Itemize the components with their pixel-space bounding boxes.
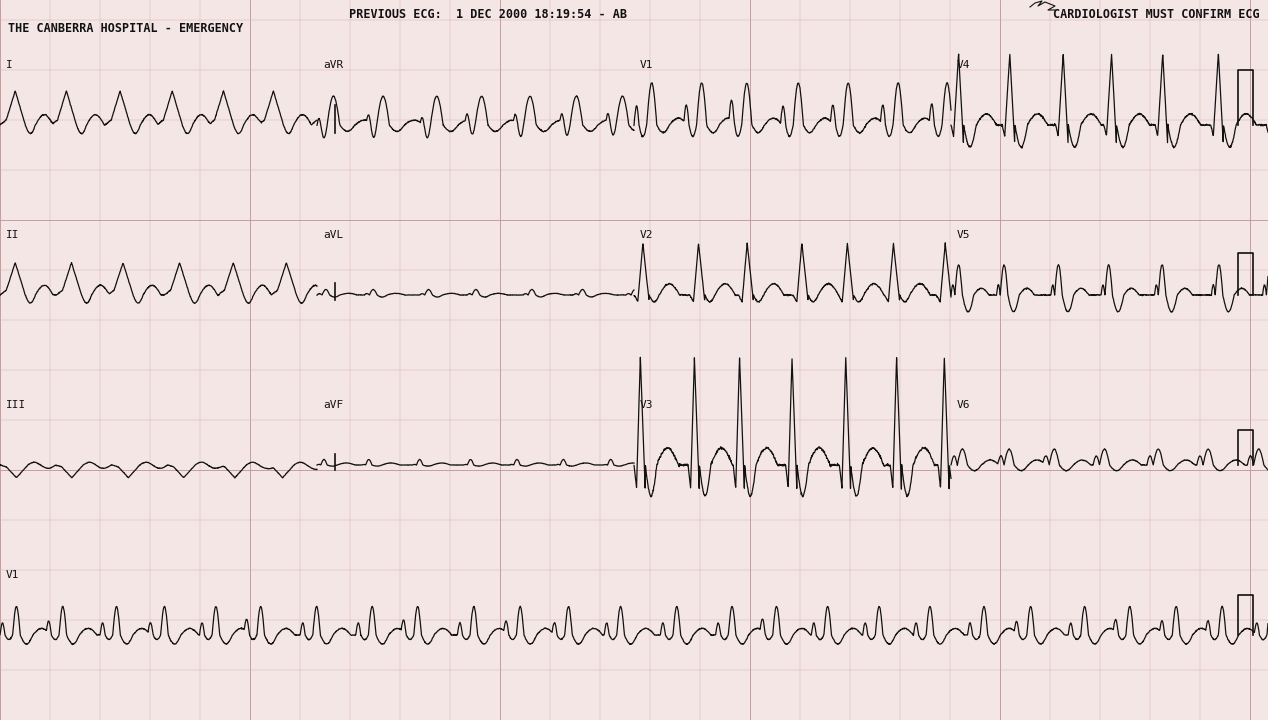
Text: aVR: aVR	[323, 60, 344, 70]
Text: V3: V3	[640, 400, 653, 410]
Text: V1: V1	[6, 570, 19, 580]
Text: CARDIOLOGIST MUST CONFIRM ECG: CARDIOLOGIST MUST CONFIRM ECG	[1054, 8, 1260, 21]
Text: II: II	[6, 230, 19, 240]
Text: V1: V1	[640, 60, 653, 70]
Text: III: III	[6, 400, 27, 410]
Text: aVF: aVF	[323, 400, 344, 410]
Text: V6: V6	[957, 400, 970, 410]
Text: V2: V2	[640, 230, 653, 240]
Text: V4: V4	[957, 60, 970, 70]
Text: THE CANBERRA HOSPITAL - EMERGENCY: THE CANBERRA HOSPITAL - EMERGENCY	[8, 22, 243, 35]
Text: V5: V5	[957, 230, 970, 240]
Text: aVL: aVL	[323, 230, 344, 240]
Text: I: I	[6, 60, 13, 70]
Text: PREVIOUS ECG:  1 DEC 2000 18:19:54 - AB: PREVIOUS ECG: 1 DEC 2000 18:19:54 - AB	[285, 8, 628, 21]
